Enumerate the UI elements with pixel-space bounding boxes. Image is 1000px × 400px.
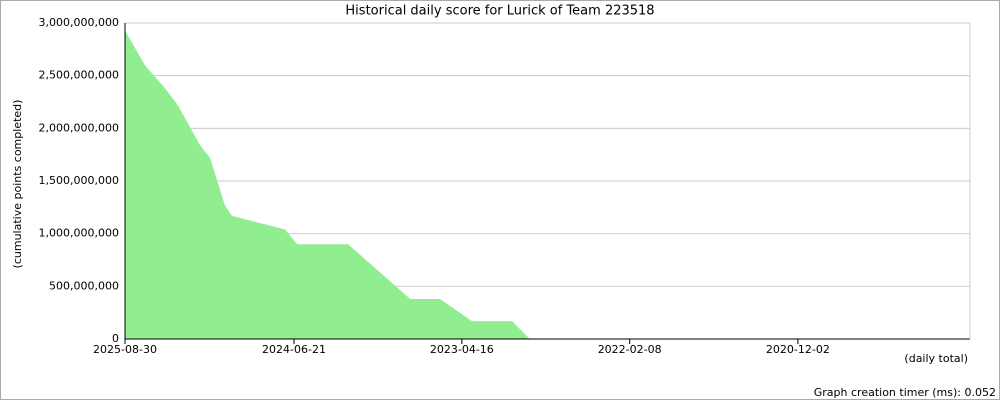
y-tick-label: 1,000,000,000	[39, 227, 119, 240]
chart-title: Historical daily score for Lurick of Tea…	[345, 4, 654, 19]
footer: Graph creation timer (ms): 0.052	[814, 386, 996, 399]
y-axis-label: (cumulative points completed)	[11, 100, 24, 269]
x-tick-label: 2022-02-08	[598, 343, 662, 356]
x-tick-label: 2024-06-21	[262, 343, 326, 356]
x-tick-label: 2023-04-16	[430, 343, 494, 356]
x-axis-label: (daily total)	[904, 352, 968, 365]
y-tick-label: 0	[112, 332, 119, 345]
x-tick-label: 2020-12-02	[766, 343, 830, 356]
y-tick-label: 2,500,000,000	[39, 69, 119, 82]
area	[125, 30, 530, 340]
y-tick-label: 1,500,000,000	[39, 174, 119, 187]
x-tick-label: 2025-08-30	[93, 343, 157, 356]
y-tick-label: 2,000,000,000	[39, 121, 119, 134]
y-tick-label: 500,000,000	[49, 279, 119, 292]
y-tick-label: 3,000,000,000	[39, 16, 119, 29]
